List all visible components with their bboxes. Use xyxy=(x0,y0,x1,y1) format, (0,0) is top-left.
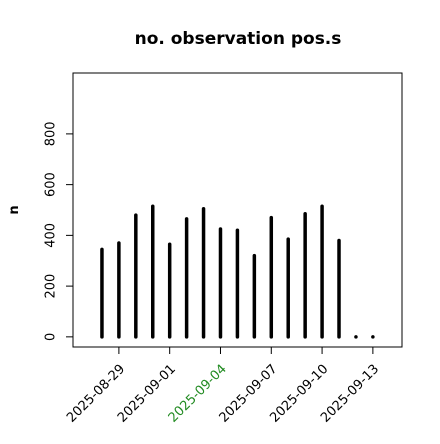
y-tick-label: 0 xyxy=(44,333,59,341)
y-tick-label: 200 xyxy=(44,274,59,299)
y-tick-label: 400 xyxy=(44,223,59,248)
plot-box xyxy=(72,72,403,348)
y-tick-label: 800 xyxy=(44,121,59,146)
y-axis-label: n xyxy=(7,205,22,214)
chart-title: no. observation pos.s xyxy=(135,29,342,49)
y-tick-label: 600 xyxy=(44,172,59,197)
